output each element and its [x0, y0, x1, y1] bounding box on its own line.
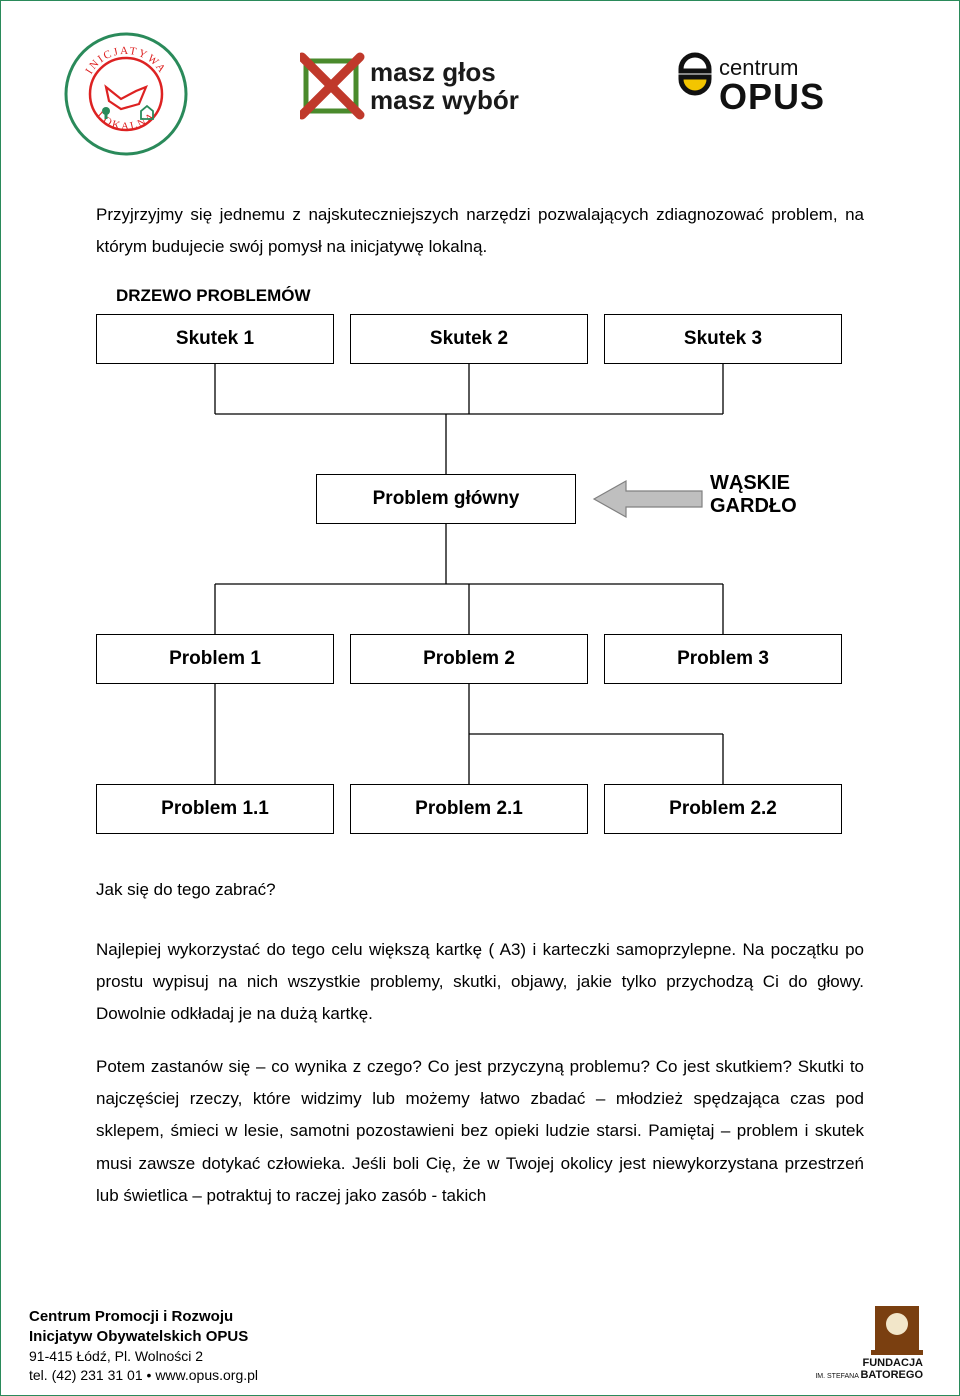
- footer: Centrum Promocji i Rozwoju Inicjatyw Oby…: [1, 1302, 959, 1385]
- problem-tree-diagram: Skutek 1 Skutek 2 Skutek 3 Problem główn…: [96, 314, 866, 844]
- node-problem-glowny: Problem główny: [316, 474, 576, 524]
- fundacja-batorego-logo: FUNDACJA IM. STEFANA BATOREGO: [811, 1302, 931, 1385]
- diagram-lines: [96, 314, 866, 844]
- masz-glos-line2: masz wybór: [370, 85, 519, 115]
- node-skutek-2: Skutek 2: [350, 314, 588, 364]
- paragraph-2: Potem zastanów się – co wynika z czego? …: [96, 1051, 864, 1212]
- label-waskie: WĄSKIE: [710, 472, 790, 494]
- footer-left: Centrum Promocji i Rozwoju Inicjatyw Oby…: [29, 1307, 258, 1385]
- fundacja-line1: FUNDACJA: [863, 1357, 924, 1369]
- content: Przyjrzyjmy się jednemu z najskuteczniej…: [1, 159, 959, 1212]
- footer-line-3: 91-415 Łódź, Pl. Wolności 2: [29, 1347, 258, 1366]
- node-skutek-3: Skutek 3: [604, 314, 842, 364]
- svg-text:IM. STEFANA BATOREGO: IM. STEFANA BATOREGO: [815, 1369, 923, 1380]
- node-problem-2-1: Problem 2.1: [350, 784, 588, 834]
- centrum-opus-logo: centrum OPUS: [669, 47, 899, 132]
- arrow-icon: [594, 481, 702, 517]
- fundacja-line2b: BATOREGO: [860, 1369, 923, 1380]
- node-skutek-1: Skutek 1: [96, 314, 334, 364]
- label-gardlo: GARDŁO: [710, 495, 797, 517]
- footer-line-4: tel. (42) 231 31 01 • www.opus.org.pl: [29, 1366, 258, 1385]
- paragraph-1: Najlepiej wykorzystać do tego celu więks…: [96, 934, 864, 1031]
- opus-line2: OPUS: [719, 76, 825, 117]
- page: INICJATYWA LOKALNA masz głos mas: [0, 0, 960, 1396]
- footer-line-2: Inicjatyw Obywatelskich OPUS: [29, 1327, 258, 1347]
- node-problem-1-1: Problem 1.1: [96, 784, 334, 834]
- svg-text:INICJATYWA: INICJATYWA: [83, 45, 168, 77]
- fundacja-line2a: IM. STEFANA: [815, 1373, 860, 1380]
- inicjatywa-lokalna-logo: INICJATYWA LOKALNA: [61, 29, 191, 159]
- intro-paragraph: Przyjrzyjmy się jednemu z najskuteczniej…: [96, 199, 864, 264]
- header: INICJATYWA LOKALNA masz głos mas: [1, 29, 959, 159]
- node-problem-2: Problem 2: [350, 634, 588, 684]
- label-waskie-gardlo: WĄSKIE GARDŁO: [710, 472, 797, 518]
- section-title: DRZEWO PROBLEMÓW: [116, 286, 864, 306]
- node-problem-1: Problem 1: [96, 634, 334, 684]
- node-problem-2-2: Problem 2.2: [604, 784, 842, 834]
- logo-left-top-text: INICJATYWA: [83, 45, 168, 77]
- node-problem-3: Problem 3: [604, 634, 842, 684]
- masz-glos-logo: masz głos masz wybór: [300, 47, 560, 130]
- question: Jak się do tego zabrać?: [96, 874, 864, 906]
- masz-glos-line1: masz głos: [370, 57, 496, 87]
- footer-line-1: Centrum Promocji i Rozwoju: [29, 1307, 258, 1327]
